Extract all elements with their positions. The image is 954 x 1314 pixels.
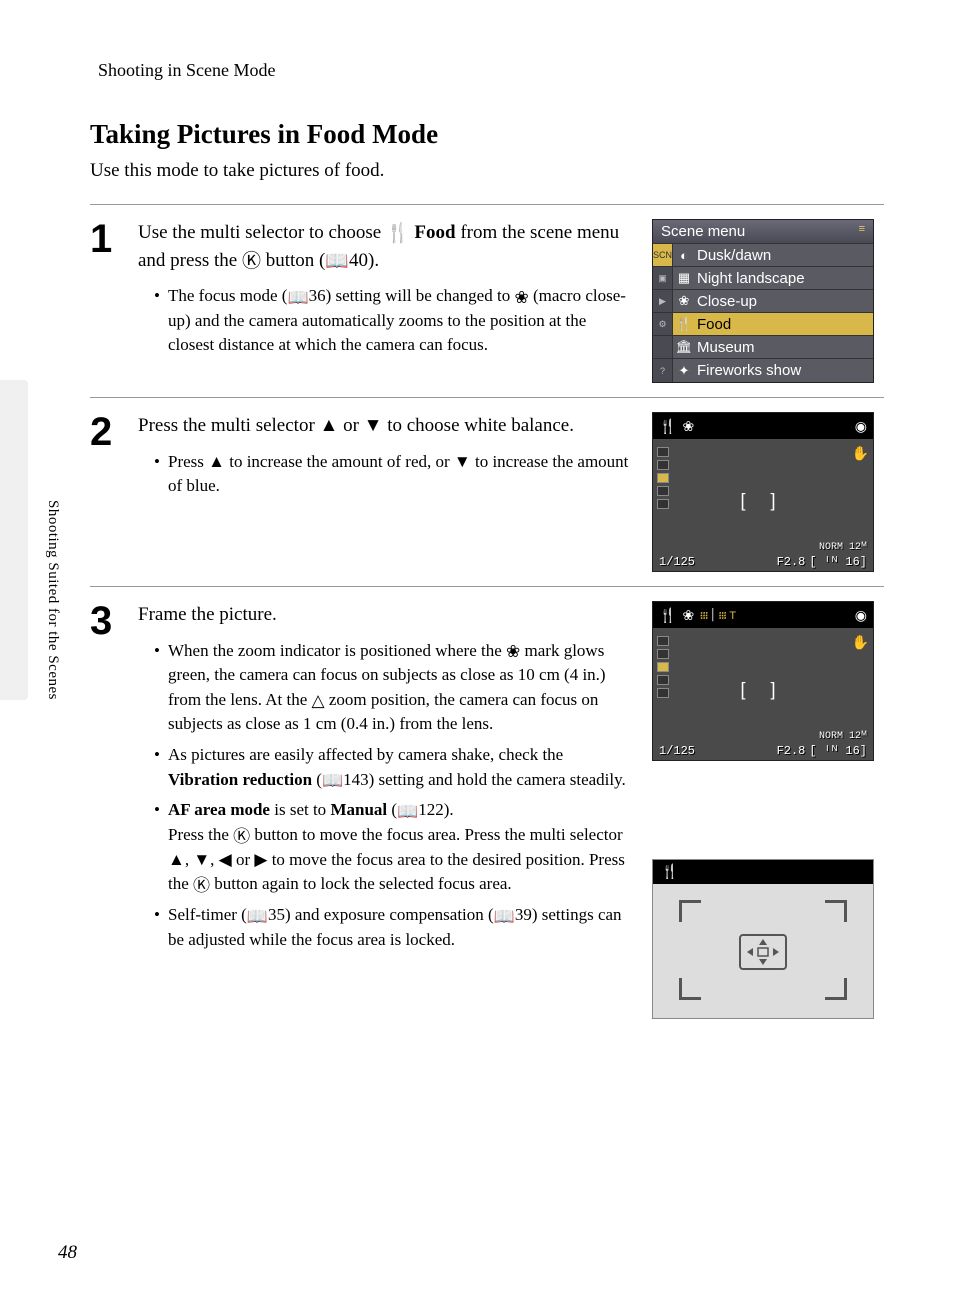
scene-row-food-selected: ⚙ 🍴 Food [653,313,873,336]
macro-indicator-icon: ❀ [682,607,694,624]
scene-tab-icon: ▶ [653,290,673,312]
step-3-instruction: Frame the picture. [138,601,636,629]
vr-icon: ◉ [855,607,867,624]
ok-button-icon: Ⓚ [233,828,250,845]
memory-indicator: [ ᴵᴺ 16] [809,555,867,569]
closeup-icon: ❀ [673,293,695,309]
food-icon: 🍴 [386,224,410,243]
lcd-screenshot-zoom: 🍴 ❀ ᎒᎒᎒│᎒᎒᎒ T ◉ ✋ [ ] NORM 12ᴹ 1/125 F2.… [652,601,874,761]
step-3-bullet-3: AF area mode is set to Manual (📖122). Pr… [154,798,636,897]
image-quality-indicator: NORM 12ᴹ [819,542,867,553]
food-icon: 🍴 [673,316,695,332]
macro-indicator-icon: ❀ [682,418,694,435]
step-2-instruction: Press the multi selector ▲ or ▼ to choos… [138,412,636,440]
zoom-bar-icon: ᎒᎒᎒│᎒᎒᎒ T [700,608,736,623]
step-1-bullet-1: The focus mode (📖36) setting will be cha… [154,284,636,358]
scene-row-night: ▣ ▦ Night landscape [653,267,873,290]
hand-icon: ✋ [852,634,869,651]
fireworks-icon: ✦ [673,363,695,379]
book-ref-icon: 📖 [287,289,308,306]
menu-bars-icon: ≡ [859,223,865,235]
book-ref-icon: 📖 [325,252,349,271]
wb-slider [657,636,671,698]
memory-indicator: [ ᴵᴺ 16] [809,744,867,758]
scene-menu-screenshot: Scene menu ≡ SCN ◐ Dusk/dawn ▣ ▦ Night l… [652,219,874,383]
step-1-instruction: Use the multi selector to choose 🍴 Food … [138,219,636,274]
macro-mark-icon: ❀ [506,643,520,660]
shutter-speed: 1/125 [659,555,695,569]
step-number: 2 [90,412,138,572]
step-3-bullet-1: When the zoom indicator is positioned wh… [154,639,636,738]
step-3-bullet-2: As pictures are easily affected by camer… [154,743,636,792]
aperture: F2.8 [777,744,806,758]
page-subtitle: Use this mode to take pictures of food. [90,160,884,182]
vr-icon: ◉ [855,418,867,435]
scene-tab-icon: ⚙ [653,313,673,335]
wb-slider [657,447,671,509]
book-ref-icon: 📖 [397,803,418,820]
book-ref-icon: 📖 [494,908,515,925]
scene-row-dusk: SCN ◐ Dusk/dawn [653,244,873,267]
ok-button-icon: Ⓚ [193,877,210,894]
lcd-screenshot-focus-area: 🍴 [652,859,874,1019]
shutter-speed: 1/125 [659,744,695,758]
aperture: F2.8 [777,555,806,569]
scene-tab-icon [653,336,673,358]
food-mode-icon: 🍴 [659,418,676,435]
food-mode-icon: 🍴 [661,864,678,881]
book-ref-icon: 📖 [247,908,268,925]
scene-row-closeup: ▶ ❀ Close-up [653,290,873,313]
macro-icon: ❀ [514,289,528,306]
image-quality-indicator: NORM 12ᴹ [819,731,867,742]
page-title: Taking Pictures in Food Mode [90,119,884,150]
scene-row-fireworks: ? ✦ Fireworks show [653,359,873,382]
scene-tab-icon: SCN [653,244,673,266]
scene-tab-icon: ▣ [653,267,673,289]
museum-icon: 🏛 [673,339,695,355]
side-section-label: Shooting Suited for the Scenes [44,500,61,700]
book-ref-icon: 📖 [322,772,343,789]
scene-menu-title: Scene menu ≡ [653,220,873,244]
step-3-bullet-4: Self-timer (📖35) and exposure compensati… [154,903,636,952]
focus-brackets: [ ] [740,680,785,701]
food-mode-icon: 🍴 [659,607,676,624]
triangle-zoom-icon: △ [312,692,325,709]
night-landscape-icon: ▦ [673,270,695,286]
focus-selector-icon [739,934,787,970]
focus-brackets: [ ] [740,491,785,512]
hand-icon: ✋ [852,445,869,462]
step-number: 3 [90,601,138,1019]
step-3: 3 Frame the picture. When the zoom indic… [90,586,884,1019]
scene-tab-icon: ? [653,359,673,382]
side-tab [0,380,28,700]
ok-button-icon: Ⓚ [242,252,261,271]
page-header: Shooting in Scene Mode [98,60,884,81]
step-2-bullet-1: Press ▲ to increase the amount of red, o… [154,450,636,499]
step-2: 2 Press the multi selector ▲ or ▼ to cho… [90,397,884,572]
step-1: 1 Use the multi selector to choose 🍴 Foo… [90,204,884,383]
step-number: 1 [90,219,138,383]
dusk-icon: ◐ [673,248,695,263]
lcd-screenshot-wb: 🍴 ❀ ◉ ✋ [ ] NORM 12ᴹ 1/125 F2.8 [ ᴵᴺ 16] [652,412,874,572]
scene-row-museum: 🏛 Museum [653,336,873,359]
page-number: 48 [58,1242,77,1264]
